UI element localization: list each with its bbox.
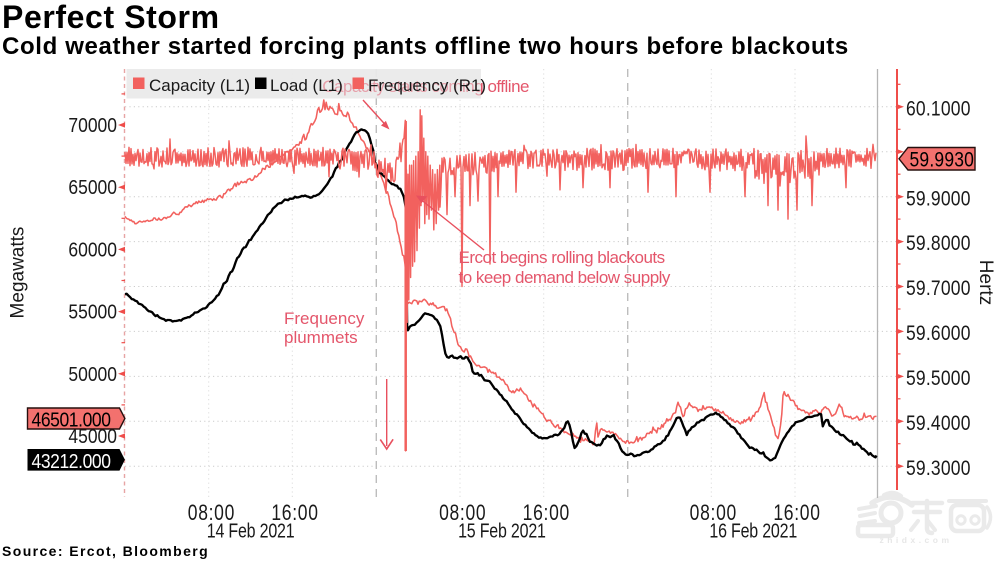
svg-text:14 Feb 2021: 14 Feb 2021 xyxy=(207,520,295,542)
svg-text:50000: 50000 xyxy=(68,363,117,385)
svg-text:Hertz: Hertz xyxy=(975,260,996,305)
svg-text:43212.000: 43212.000 xyxy=(32,451,111,474)
svg-text:16:00: 16:00 xyxy=(523,501,570,525)
svg-text:60.1000: 60.1000 xyxy=(906,97,971,121)
svg-text:Frequency (R1): Frequency (R1) xyxy=(368,76,486,95)
svg-text:59.4000: 59.4000 xyxy=(906,411,971,435)
svg-text:15 Feb 2021: 15 Feb 2021 xyxy=(458,520,546,542)
svg-text:59.9000: 59.9000 xyxy=(906,187,971,211)
svg-text:16:00: 16:00 xyxy=(773,501,820,525)
svg-text:Megawatts: Megawatts xyxy=(8,227,29,319)
svg-text:45000: 45000 xyxy=(68,425,117,447)
svg-text:59.7000: 59.7000 xyxy=(906,277,971,301)
svg-text:59.9930: 59.9930 xyxy=(910,149,975,172)
svg-text:Ercot begins rolling blackouts: Ercot begins rolling blackouts xyxy=(459,248,665,267)
svg-text:zhidx.com: zhidx.com xyxy=(879,535,952,545)
svg-text:59.8000: 59.8000 xyxy=(906,232,971,256)
svg-text:16 Feb 2021: 16 Feb 2021 xyxy=(709,520,797,542)
svg-text:16:00: 16:00 xyxy=(271,501,318,525)
svg-text:55000: 55000 xyxy=(68,300,117,322)
svg-text:Capacity (L1): Capacity (L1) xyxy=(149,76,250,95)
svg-text:08:00: 08:00 xyxy=(188,501,235,525)
svg-text:59.6000: 59.6000 xyxy=(906,321,971,345)
svg-text:65000: 65000 xyxy=(68,176,117,198)
svg-text:plummets: plummets xyxy=(284,328,358,347)
svg-text:08:00: 08:00 xyxy=(690,501,737,525)
svg-text:59.5000: 59.5000 xyxy=(906,366,971,390)
svg-text:70000: 70000 xyxy=(68,114,117,136)
svg-text:59.3000: 59.3000 xyxy=(906,456,971,480)
svg-text:Frequency: Frequency xyxy=(284,309,365,328)
svg-text:08:00: 08:00 xyxy=(439,501,486,525)
svg-text:to keep demand below supply: to keep demand below supply xyxy=(459,268,671,287)
svg-text:46501.000: 46501.000 xyxy=(32,409,111,432)
svg-text:Load (L1): Load (L1) xyxy=(270,76,343,95)
svg-text:60000: 60000 xyxy=(68,238,117,260)
